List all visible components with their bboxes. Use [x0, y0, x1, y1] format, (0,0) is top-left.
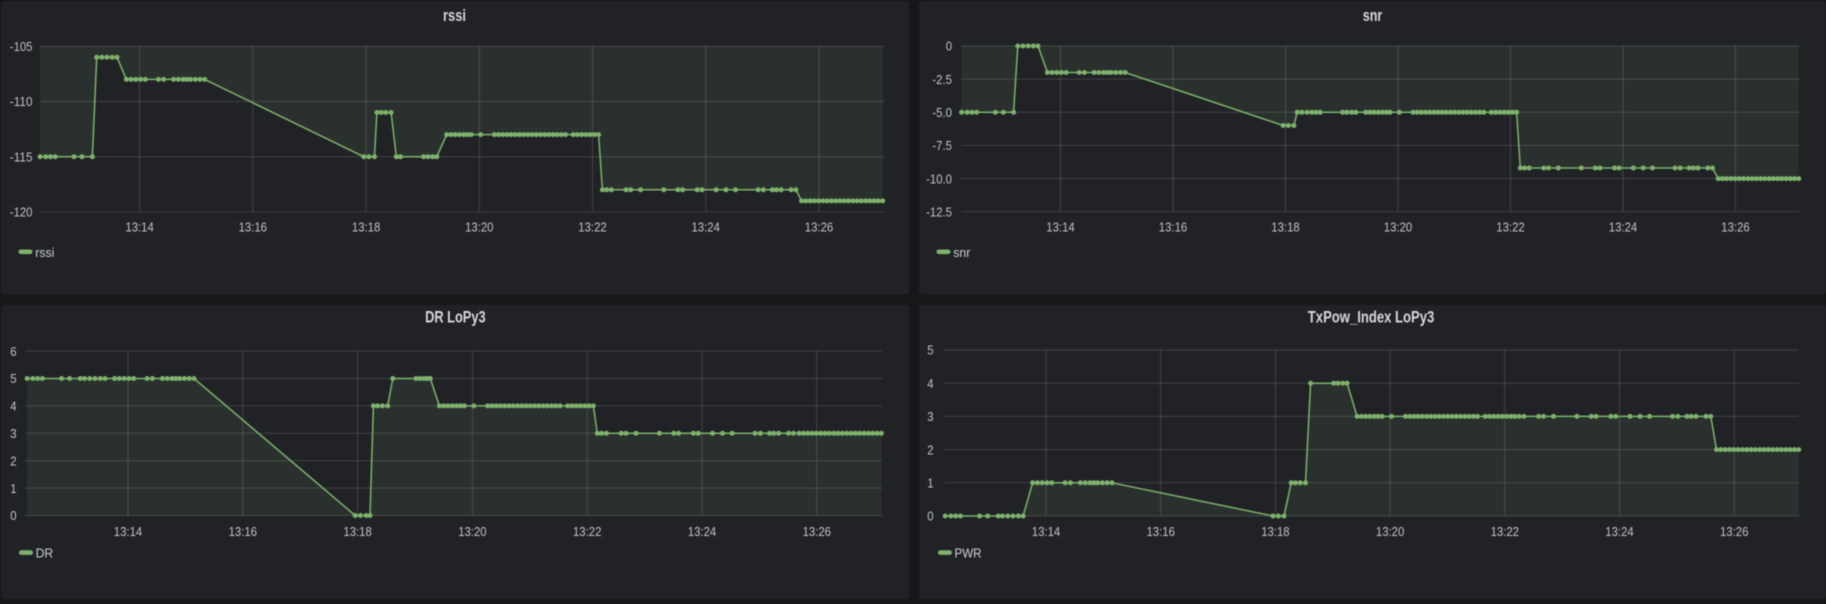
- svg-text:2: 2: [927, 442, 933, 457]
- svg-text:5: 5: [10, 371, 16, 386]
- svg-text:-115: -115: [10, 149, 33, 164]
- svg-text:13:20: 13:20: [465, 220, 493, 235]
- svg-text:13:22: 13:22: [1496, 220, 1524, 235]
- svg-text:13:18: 13:18: [352, 220, 380, 235]
- svg-text:13:16: 13:16: [1147, 524, 1175, 539]
- svg-text:-110: -110: [10, 94, 33, 109]
- svg-text:6: 6: [10, 344, 16, 359]
- svg-text:13:18: 13:18: [343, 524, 371, 539]
- svg-text:-5.0: -5.0: [932, 105, 952, 120]
- svg-text:13:24: 13:24: [1609, 220, 1637, 235]
- svg-text:13:24: 13:24: [692, 220, 720, 235]
- svg-text:13:22: 13:22: [1491, 524, 1519, 539]
- svg-text:13:14: 13:14: [1046, 220, 1074, 235]
- svg-text:snr: snr: [953, 246, 970, 260]
- svg-text:4: 4: [927, 376, 933, 391]
- svg-text:2: 2: [10, 453, 16, 468]
- svg-text:0: 0: [927, 509, 933, 524]
- svg-text:TxPow_Index LoPy3: TxPow_Index LoPy3: [1308, 308, 1435, 327]
- svg-text:13:26: 13:26: [805, 220, 833, 235]
- svg-text:13:16: 13:16: [239, 220, 267, 235]
- svg-text:5: 5: [927, 343, 933, 358]
- svg-text:13:26: 13:26: [803, 524, 831, 539]
- svg-text:13:26: 13:26: [1721, 220, 1749, 235]
- svg-text:0: 0: [10, 508, 16, 523]
- svg-text:13:22: 13:22: [573, 524, 601, 539]
- svg-text:13:24: 13:24: [688, 524, 716, 539]
- svg-text:13:20: 13:20: [458, 524, 486, 539]
- svg-text:-7.5: -7.5: [932, 138, 952, 153]
- svg-text:13:16: 13:16: [1159, 220, 1187, 235]
- svg-text:PWR: PWR: [955, 547, 982, 561]
- svg-text:13:16: 13:16: [229, 524, 257, 539]
- svg-text:4: 4: [10, 399, 16, 414]
- svg-text:0: 0: [946, 39, 952, 54]
- svg-text:1: 1: [927, 476, 933, 491]
- svg-text:1: 1: [10, 481, 16, 496]
- svg-text:3: 3: [927, 409, 933, 424]
- svg-text:13:18: 13:18: [1261, 524, 1289, 539]
- svg-text:13:24: 13:24: [1605, 524, 1633, 539]
- svg-text:13:14: 13:14: [114, 524, 142, 539]
- svg-text:rssi: rssi: [443, 6, 466, 25]
- svg-text:3: 3: [10, 426, 16, 441]
- svg-text:13:14: 13:14: [1032, 524, 1060, 539]
- svg-text:13:22: 13:22: [578, 220, 606, 235]
- svg-text:-10.0: -10.0: [926, 171, 952, 186]
- svg-text:13:20: 13:20: [1376, 524, 1404, 539]
- svg-text:-12.5: -12.5: [926, 204, 952, 219]
- svg-text:13:18: 13:18: [1271, 220, 1299, 235]
- svg-text:rssi: rssi: [35, 246, 54, 260]
- svg-text:13:14: 13:14: [125, 220, 153, 235]
- svg-text:-120: -120: [10, 205, 33, 220]
- svg-text:-105: -105: [10, 39, 33, 54]
- svg-text:snr: snr: [1363, 6, 1383, 25]
- svg-text:13:20: 13:20: [1384, 220, 1412, 235]
- svg-text:DR LoPy3: DR LoPy3: [425, 308, 486, 327]
- svg-text:DR: DR: [36, 547, 54, 561]
- svg-text:13:26: 13:26: [1720, 524, 1748, 539]
- svg-text:-2.5: -2.5: [932, 72, 952, 87]
